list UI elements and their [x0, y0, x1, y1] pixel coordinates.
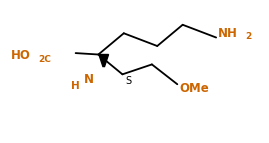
Text: OMe: OMe — [179, 82, 209, 95]
Text: N: N — [84, 74, 94, 87]
Text: H: H — [71, 81, 80, 91]
Text: 2: 2 — [245, 32, 252, 41]
Text: 2C: 2C — [38, 55, 51, 64]
Polygon shape — [99, 54, 109, 66]
Text: S: S — [125, 76, 131, 86]
Text: HO: HO — [11, 49, 31, 62]
Text: NH: NH — [218, 27, 238, 40]
